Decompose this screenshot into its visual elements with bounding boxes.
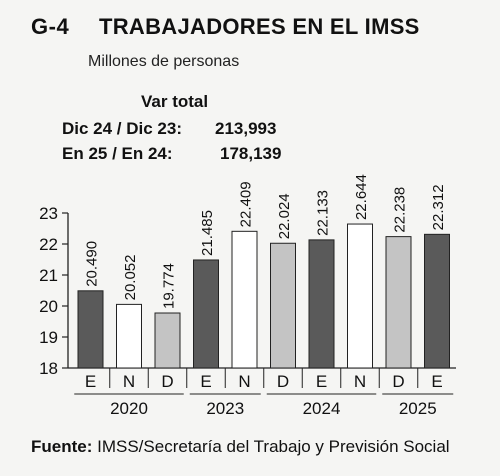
x-category-label: E <box>200 372 211 391</box>
x-category-label: D <box>277 372 289 391</box>
bar-value-label: 21.485 <box>199 210 216 256</box>
x-category-label: N <box>354 372 366 391</box>
var-total-value: 178,139 <box>220 144 282 163</box>
bar <box>308 239 335 369</box>
bar-value-label: 22.644 <box>353 174 370 220</box>
bar <box>116 303 142 369</box>
bar <box>231 230 258 369</box>
source-text: IMSS/Secretaría del Trabajo y Previsión … <box>97 437 450 456</box>
x-category-label: N <box>123 372 135 391</box>
var-total-label: Dic 24 / Dic 23: <box>62 119 183 138</box>
bar-value-label: 22.133 <box>315 190 332 236</box>
x-year-label: 2024 <box>303 399 341 418</box>
y-tick-label: 21 <box>39 266 58 285</box>
bar <box>154 312 181 369</box>
y-tick-label: 18 <box>39 359 58 378</box>
x-category-label: N <box>238 372 250 391</box>
bar <box>385 236 412 369</box>
y-tick-label: 23 <box>39 204 58 223</box>
x-year-label: 2020 <box>110 399 148 418</box>
var-total-title: Var total <box>141 92 209 111</box>
x-category-label: D <box>392 372 404 391</box>
x-year-label: 2023 <box>206 399 244 418</box>
bar-value-label: 20.052 <box>122 254 139 300</box>
bar <box>424 233 450 369</box>
x-category-label: E <box>85 372 96 391</box>
chart-code: G-4 <box>31 14 70 39</box>
var-total-value: 213,993 <box>215 119 277 138</box>
x-year-label: 2025 <box>399 399 437 418</box>
bar-value-label: 20.490 <box>84 241 101 287</box>
bar-value-label: 22.409 <box>238 181 255 227</box>
bar <box>193 259 219 369</box>
x-category-label: E <box>316 372 327 391</box>
x-category-label: E <box>431 372 442 391</box>
bar-value-label: 22.238 <box>392 187 409 233</box>
y-tick-label: 20 <box>39 297 58 316</box>
bar <box>270 242 296 369</box>
chart-title: TRABAJADORES EN EL IMSS <box>99 14 420 39</box>
bar <box>347 223 373 369</box>
var-total-label: En 25 / En 24: <box>62 144 173 163</box>
bar <box>77 290 104 369</box>
var-total-row: Dic 24 / Dic 23: 213,993 <box>62 119 292 141</box>
y-tick-label: 22 <box>39 235 58 254</box>
var-total-row: En 25 / En 24: 178,139 <box>62 144 292 166</box>
bar-value-label: 22.024 <box>276 193 293 239</box>
source-label: Fuente: <box>31 437 93 456</box>
bar-value-label: 22.312 <box>430 184 447 230</box>
y-tick-label: 19 <box>39 328 58 347</box>
x-category-label: D <box>161 372 173 391</box>
bar-value-label: 19.774 <box>161 263 178 309</box>
chart-subtitle: Millones de personas <box>88 53 240 70</box>
source-note: Fuente: IMSS/Secretaría del Trabajo y Pr… <box>31 437 450 457</box>
